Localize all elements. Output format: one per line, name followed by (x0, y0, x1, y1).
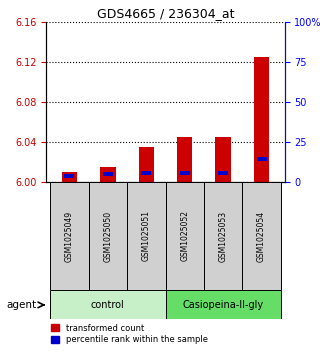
Bar (166, 182, 204, 290)
Text: GSM1025050: GSM1025050 (103, 211, 112, 261)
Text: GSM1025054: GSM1025054 (257, 211, 266, 261)
Bar (65, 174, 74, 178)
Bar (50, 290, 166, 319)
Text: GSM1025051: GSM1025051 (142, 211, 151, 261)
Bar (127, 182, 166, 290)
Legend: transformed count, percentile rank within the sample: transformed count, percentile rank withi… (51, 323, 208, 344)
Text: agent: agent (6, 300, 36, 310)
Text: GDS4665 / 236304_at: GDS4665 / 236304_at (97, 7, 234, 20)
Text: GSM1025052: GSM1025052 (180, 211, 189, 261)
Text: control: control (91, 300, 125, 310)
Bar (177, 136, 192, 182)
Bar (204, 182, 242, 290)
Text: GSM1025053: GSM1025053 (219, 211, 228, 261)
Bar (242, 182, 281, 290)
Bar (139, 147, 154, 182)
Bar (254, 57, 269, 182)
Bar (62, 172, 77, 182)
Bar (103, 172, 113, 176)
Bar (180, 171, 190, 175)
Bar (50, 182, 89, 290)
Bar (215, 136, 231, 182)
Text: Casiopeina-II-gly: Casiopeina-II-gly (183, 300, 264, 310)
Bar (89, 182, 127, 290)
Bar (166, 290, 281, 319)
Bar (141, 171, 151, 175)
Bar (100, 167, 116, 182)
Text: GSM1025049: GSM1025049 (65, 211, 74, 261)
Bar (257, 157, 266, 161)
Bar (218, 171, 228, 175)
